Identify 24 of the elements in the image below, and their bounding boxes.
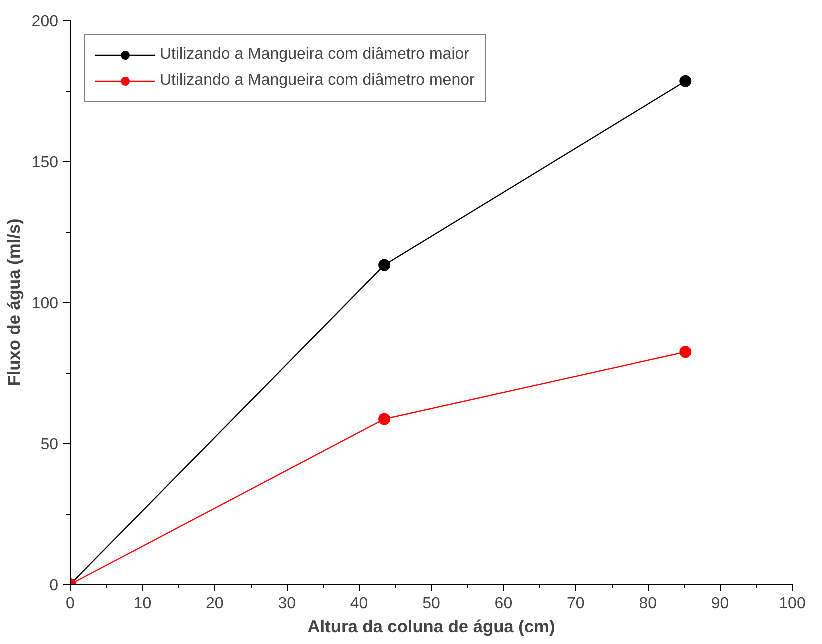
x-tick-label: 50 — [422, 596, 440, 612]
y-tick-label: 0 — [50, 578, 59, 594]
y-tick-label: 200 — [32, 14, 59, 30]
x-tick-label: 40 — [350, 596, 368, 612]
x-tick-label: 0 — [66, 596, 76, 612]
x-tick-label: 10 — [134, 596, 152, 612]
y-tick-label: 150 — [32, 154, 59, 172]
x-tick-label: 80 — [639, 596, 658, 612]
x-tick-label: 60 — [494, 596, 513, 612]
x-tick-label: 100 — [779, 596, 806, 612]
x-tick-label: 70 — [567, 596, 585, 612]
y-tick-label: 100 — [32, 296, 59, 312]
x-tick-label: 30 — [278, 596, 296, 612]
legend-label: Utilizando a Mangueira com diâmetro maior — [160, 46, 470, 64]
legend-label: Utilizando a Mangueira com diâmetro menor — [160, 72, 475, 90]
y-tick-label: 50 — [40, 436, 59, 454]
point — [378, 259, 391, 272]
x-tick-label: 90 — [711, 596, 730, 612]
point — [378, 413, 391, 426]
y-axis-title: Fluxo de água (ml/s) — [4, 218, 24, 386]
x-axis-title: Altura da coluna de água (cm) — [308, 616, 556, 636]
x-tick-label: 20 — [206, 596, 224, 612]
point — [680, 75, 692, 88]
point — [680, 346, 692, 358]
